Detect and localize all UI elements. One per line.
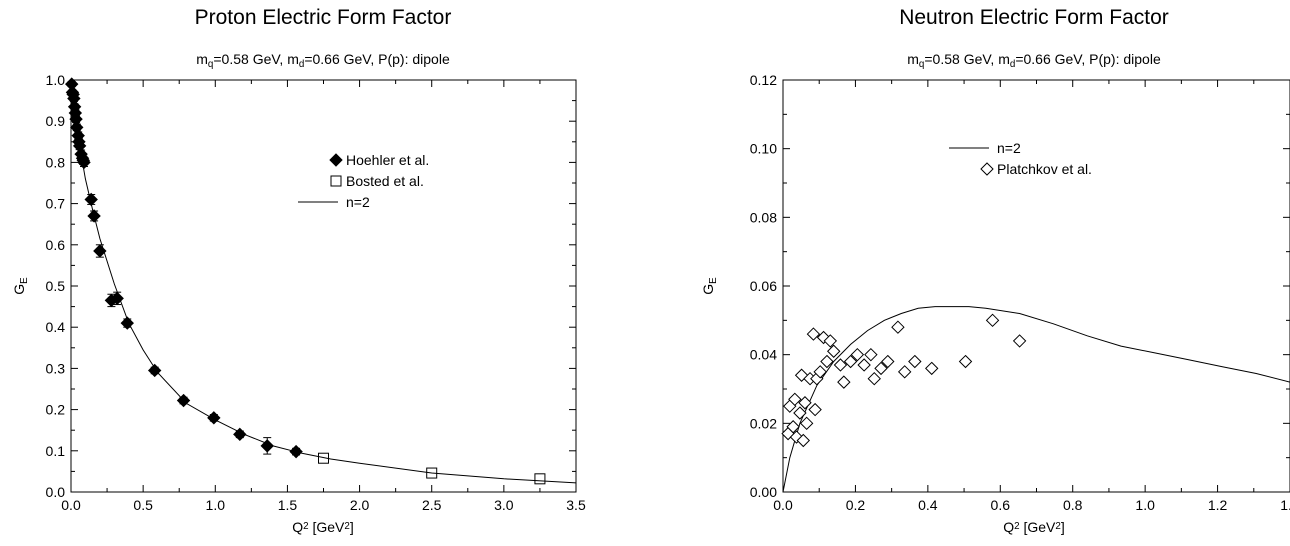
data-point [881,354,895,369]
legend-label: n=2 [997,140,1021,156]
series-line [782,306,1290,493]
x-tick-label: 2.0 [350,497,370,513]
x-axis-label: Q2 [GeV2] [1003,519,1064,535]
data-point [874,361,888,376]
y-tick-label: 0.02 [750,415,777,431]
data-point [823,334,838,348]
x-tick-label: 3.0 [494,497,514,513]
y-tick-label: 0.2 [46,402,66,418]
x-tick-label: 2.5 [422,497,442,513]
data-point [813,365,827,379]
legend-label: Hoehler et al. [346,152,429,168]
data-point [925,361,939,376]
data-point [833,358,848,372]
x-tick-label: 0.8 [1063,497,1083,513]
y-tick-label: 0.7 [46,196,66,212]
y-tick-label: 0.00 [750,484,777,500]
data-point [864,347,878,362]
data-point [808,402,822,417]
data-point [110,291,124,306]
x-tick-label: 1.5 [278,497,298,513]
data-point [826,344,841,358]
y-axis-label: GE [700,277,719,295]
chart-subtitle: mq=0.58 GeV, md=0.66 GeV, P(p): dipole [196,51,450,70]
data-point [891,320,905,334]
x-tick-label: 0.2 [846,497,866,513]
data-point [147,363,162,378]
legend-label: n=2 [346,194,370,210]
x-tick-label: 0.0 [61,497,81,513]
data-point [207,411,221,425]
legend-label: Platchkov et al. [997,161,1092,177]
legend-label: Bosted et al. [346,173,424,189]
y-tick-label: 0.08 [750,209,777,225]
y-tick-label: 0.4 [46,319,66,335]
chart-title: Proton Electric Form Factor [195,6,452,29]
plot-frame [70,79,577,493]
legend-marker [329,153,343,167]
data-point [837,375,851,389]
y-tick-label: 0.3 [46,360,66,376]
data-point [534,473,546,485]
chart-subtitle: mq=0.58 GeV, md=0.66 GeV, P(p): dipole [907,51,1161,70]
y-tick-label: 0.8 [46,154,66,170]
x-tick-label: 1.4 [1280,497,1290,513]
data-point [793,406,807,420]
data-point [985,313,1000,328]
y-axis-label: GE [11,277,30,295]
y-tick-label: 0.6 [46,237,66,253]
data-point [788,392,802,407]
x-tick-label: 3.5 [566,497,586,513]
y-tick-label: 0.9 [46,113,66,129]
y-tick-label: 1.0 [46,72,66,88]
y-tick-label: 0.1 [46,443,66,459]
x-tick-label: 1.0 [206,497,226,513]
x-tick-label: 1.0 [1135,497,1155,513]
x-tick-label: 0.6 [991,497,1011,513]
y-tick-label: 0.04 [750,347,777,363]
chart-title: Neutron Electric Form Factor [899,6,1169,29]
data-point [850,347,865,362]
plot-frame [782,79,1290,493]
series-line [70,79,577,484]
y-tick-label: 0.0 [46,484,66,500]
data-point [806,327,821,341]
x-tick-label: 0.0 [773,497,793,513]
data-point [897,365,912,379]
data-point [233,427,247,442]
data-point [857,358,871,372]
neutron-chart: Neutron Electric Form Factor mq=0.58 GeV,… [700,6,1290,535]
y-tick-label: 0.10 [750,141,777,157]
proton-chart: Proton Electric Form Factor mq=0.58 GeV, … [11,6,586,535]
data-point [958,354,973,369]
y-tick-label: 0.5 [46,278,66,294]
data-point [820,354,834,369]
data-point [908,354,922,369]
x-tick-label: 1.2 [1208,497,1228,513]
data-point [798,396,812,410]
data-point [867,371,881,386]
x-axis-label: Q2 [GeV2] [292,519,353,535]
y-tick-label: 0.06 [750,278,777,294]
legend-marker [980,162,994,176]
data-point [799,416,814,431]
data-point [843,354,858,369]
y-tick-label: 0.12 [750,72,777,88]
data-point [1012,334,1027,348]
x-tick-label: 0.4 [918,497,938,513]
data-point [796,433,810,448]
x-tick-label: 0.5 [133,497,153,513]
data-point [786,420,800,434]
legend-marker [330,175,342,187]
